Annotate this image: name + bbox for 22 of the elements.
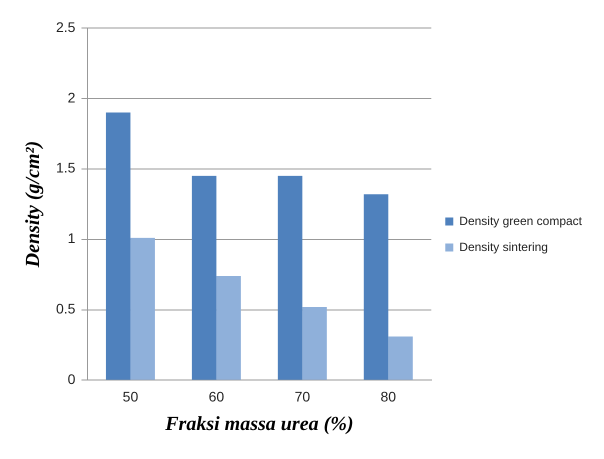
x-axis-title: Fraksi massa urea (%) xyxy=(164,413,354,436)
legend-label: Density green compact xyxy=(459,214,583,228)
y-tick-label: 2.5 xyxy=(56,18,76,35)
y-tick-label: 0 xyxy=(68,371,76,388)
x-tick-label: 50 xyxy=(122,388,138,404)
x-tick-label: 80 xyxy=(380,388,396,404)
bar xyxy=(216,276,241,380)
bar xyxy=(388,336,413,380)
y-tick-label: 2 xyxy=(68,89,76,106)
y-tick-label: 1 xyxy=(68,230,76,246)
y-tick-label: 1.5 xyxy=(56,160,76,176)
y-axis-title: Density (g/cm²) xyxy=(22,140,44,268)
bar xyxy=(302,306,327,380)
y-tick-label: 0.5 xyxy=(56,300,76,317)
legend-label: Density sintering xyxy=(459,240,548,254)
bar xyxy=(192,176,216,380)
bar xyxy=(106,112,130,380)
x-tick-label: 60 xyxy=(208,388,224,404)
x-tick-label: 70 xyxy=(294,388,310,404)
bar xyxy=(364,194,388,380)
bar xyxy=(130,238,155,380)
bar xyxy=(278,176,302,380)
